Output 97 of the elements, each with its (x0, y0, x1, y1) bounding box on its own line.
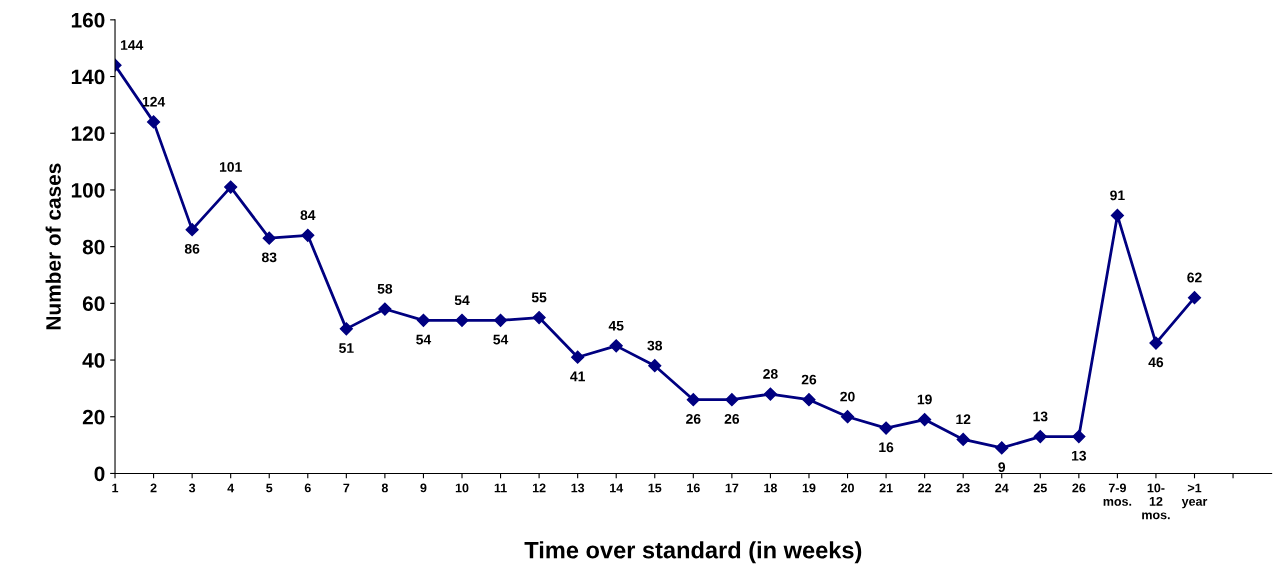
y-tick-label: 100 (71, 182, 105, 198)
data-label: 41 (570, 371, 585, 382)
point (571, 350, 585, 364)
point (763, 387, 778, 401)
x-tick-label: 24 (995, 483, 1009, 493)
x-tick-label: 26 (1072, 483, 1086, 493)
data-label: 46 (1148, 357, 1164, 368)
x-tick-label: 9 (420, 483, 427, 493)
point (686, 393, 700, 407)
data-label: 28 (763, 368, 778, 379)
x-tick-label: 15 (648, 483, 662, 493)
point (648, 359, 662, 373)
y-tick-label: 0 (94, 466, 105, 482)
data-label: 101 (219, 162, 242, 172)
x-tick-label: 7-9 mos. (1103, 483, 1132, 506)
data-label: 55 (531, 292, 547, 303)
point (918, 412, 932, 427)
point (1072, 430, 1086, 444)
x-tick-label: 17 (725, 483, 739, 493)
point (725, 393, 739, 407)
data-label: 38 (647, 340, 663, 351)
point (879, 421, 893, 435)
data-label: 54 (454, 295, 470, 306)
data-label: 83 (261, 252, 277, 263)
data-label: 9 (998, 462, 1006, 473)
x-tick-label: 7 (343, 483, 350, 493)
x-tick-label: 6 (304, 483, 311, 493)
data-label: 13 (1033, 411, 1048, 422)
y-tick-label: 120 (71, 126, 105, 141)
x-tick-label: 12 (532, 483, 546, 493)
data-label: 54 (416, 334, 432, 345)
point (301, 228, 315, 242)
point (1033, 430, 1047, 444)
x-tick-label: 25 (1033, 483, 1047, 493)
point (455, 313, 469, 327)
point (609, 339, 623, 353)
data-label: 51 (339, 343, 354, 353)
y-axis-title: Number of cases (45, 163, 61, 330)
x-tick-label: 10 (455, 483, 469, 493)
point (1187, 291, 1202, 305)
y-tick-label: 140 (71, 69, 105, 85)
point (802, 393, 816, 407)
data-label: 12 (956, 414, 971, 425)
data-label: 20 (840, 391, 855, 402)
x-tick-label: 2 (150, 483, 157, 493)
point (339, 322, 353, 336)
point (1110, 208, 1124, 223)
x-tick-label: 18 (764, 483, 777, 493)
point (493, 313, 508, 327)
x-tick-label: 14 (610, 483, 624, 493)
x-tick-label: >1 year (1181, 483, 1208, 509)
x-tick-label: 22 (918, 483, 932, 493)
x-tick-label: 8 (381, 483, 388, 493)
data-label: 86 (184, 243, 200, 254)
data-label: 19 (917, 394, 932, 405)
point (378, 302, 392, 316)
point (532, 310, 546, 325)
x-tick-label: 20 (841, 483, 854, 493)
x-tick-label: 3 (188, 483, 196, 493)
data-label: 62 (1187, 272, 1202, 283)
y-tick-label: 20 (82, 409, 105, 425)
point (224, 180, 238, 194)
point (840, 410, 855, 424)
y-tick-label: 160 (71, 12, 105, 28)
data-label: 124 (142, 96, 166, 107)
point (262, 231, 276, 245)
point (185, 223, 199, 237)
x-tick-label: 16 (687, 483, 700, 493)
y-tick-label: 40 (82, 353, 105, 368)
point (995, 441, 1009, 455)
data-label: 26 (724, 413, 740, 424)
point (1149, 336, 1163, 350)
data-label: 26 (686, 413, 701, 424)
data-label: 13 (1072, 450, 1087, 461)
x-tick-label: 10- 12 mos. (1142, 483, 1170, 520)
x-tick-label: 5 (266, 483, 273, 493)
data-label: 91 (1110, 190, 1125, 201)
data-label: 45 (608, 320, 624, 331)
data-label: 26 (801, 374, 817, 385)
y-tick-label: 60 (82, 296, 105, 312)
data-label: 16 (879, 442, 894, 453)
data-label: 144 (120, 40, 144, 50)
data-label: 58 (377, 283, 393, 294)
point (416, 313, 431, 327)
y-tick-label: 80 (82, 239, 105, 255)
x-tick-label: 23 (956, 483, 970, 493)
x-axis-title: Time over standard (in weeks) (524, 541, 862, 564)
x-tick-label: 21 (879, 483, 893, 493)
data-label: 54 (493, 334, 509, 345)
x-tick-label: 4 (227, 483, 235, 493)
x-tick-label: 13 (571, 483, 585, 493)
x-tick-label: 19 (802, 483, 816, 493)
data-label: 84 (300, 210, 316, 221)
point (956, 432, 970, 447)
x-tick-label: 1 (112, 483, 119, 493)
x-tick-label: 11 (494, 483, 507, 493)
point (146, 115, 161, 129)
